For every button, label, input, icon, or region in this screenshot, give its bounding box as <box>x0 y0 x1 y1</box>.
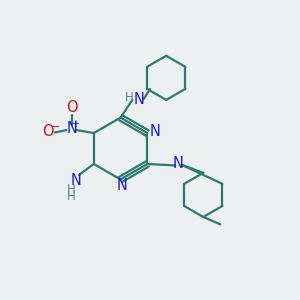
Text: O: O <box>66 100 77 115</box>
Text: N: N <box>173 157 184 172</box>
Text: O: O <box>42 124 54 139</box>
Text: +: + <box>71 118 79 129</box>
Text: H: H <box>67 190 76 203</box>
Text: H: H <box>67 182 76 196</box>
Text: N: N <box>134 92 144 107</box>
Text: H: H <box>125 91 134 104</box>
Text: N: N <box>71 173 82 188</box>
Text: N: N <box>117 178 128 194</box>
Text: N: N <box>149 124 160 139</box>
Text: N: N <box>66 121 77 136</box>
Text: −: − <box>51 122 61 132</box>
